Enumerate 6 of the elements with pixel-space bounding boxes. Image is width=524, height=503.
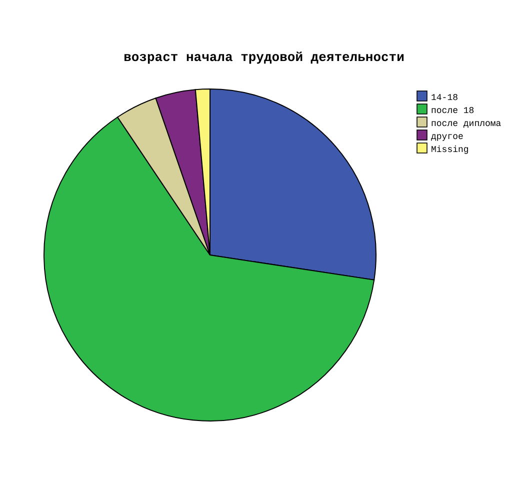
legend-label: после 18 (431, 106, 474, 116)
legend-label: после диплома (431, 119, 502, 129)
legend-label: 14-18 (431, 93, 458, 103)
legend-label: другое (431, 132, 464, 142)
chart-title: возраст начала трудовой деятельности (124, 50, 404, 65)
legend-label: Missing (431, 145, 469, 155)
